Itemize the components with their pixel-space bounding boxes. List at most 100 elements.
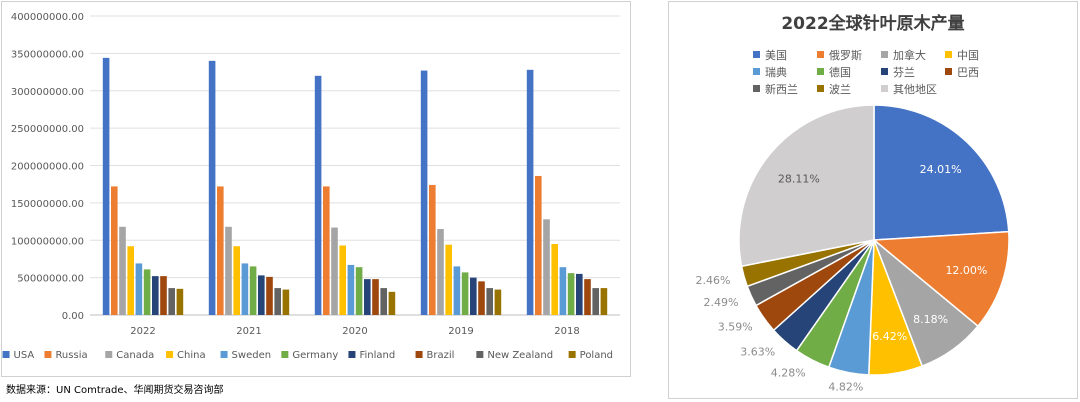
bar-poland-2018 <box>600 288 608 315</box>
legend-swatch <box>881 85 888 92</box>
bar-germany-2022 <box>143 269 151 315</box>
y-tick-label: 100000000.00 <box>11 236 84 247</box>
bar-usa-2019 <box>420 70 428 315</box>
y-tick-label: 150000000.00 <box>11 199 84 210</box>
bar-russia-2021 <box>217 186 224 315</box>
pie-data-label: 3.59% <box>718 321 753 334</box>
bar-china-2021 <box>233 246 240 315</box>
legend-label: 巴西 <box>957 66 979 79</box>
bar-germany-2018 <box>567 273 575 315</box>
bar-russia-2018 <box>535 175 542 315</box>
legend-label: 波兰 <box>829 83 851 96</box>
bar-usa-2020 <box>314 75 322 315</box>
legend-swatch <box>817 51 824 58</box>
bar-brazil-2022 <box>160 276 167 315</box>
bar-russia-2020 <box>323 186 330 315</box>
bar-china-2022 <box>127 246 134 315</box>
bar-poland-2022 <box>176 288 184 315</box>
legend-label: New Zealand <box>487 350 553 361</box>
y-tick-label: 300000000.00 <box>11 87 84 98</box>
pie-data-label: 3.63% <box>740 346 775 359</box>
bar-finland-2019 <box>470 277 477 315</box>
pie-slice-1 <box>872 230 1010 328</box>
bar-brazil-2019 <box>478 281 485 315</box>
bar-germany-2020 <box>355 267 363 315</box>
bar-finland-2020 <box>364 279 371 315</box>
bar-germany-2019 <box>461 272 469 315</box>
legend-label: 中国 <box>957 49 979 62</box>
legend-label: Canada <box>116 350 154 361</box>
y-tick-label: 250000000.00 <box>11 124 84 135</box>
bar-china-2019 <box>445 244 452 315</box>
bar-finland-2018 <box>576 273 583 315</box>
legend-swatch <box>753 51 760 58</box>
pie-title: 2022全球针叶原木产量 <box>781 13 964 34</box>
legend-swatch <box>476 351 484 358</box>
legend-label: Russia <box>55 350 87 361</box>
bar-brazil-2021 <box>266 276 273 315</box>
bar-poland-2021 <box>282 289 290 315</box>
legend-label: 俄罗斯 <box>829 49 862 62</box>
bar-china-2020 <box>339 245 346 315</box>
legend-label: Poland <box>580 350 613 361</box>
bar-canada-2019 <box>437 229 444 315</box>
legend-label: Germany <box>292 350 338 361</box>
bar-germany-2021 <box>249 266 257 315</box>
bar-sweden-2020 <box>347 264 355 315</box>
y-tick-label: 400000000.00 <box>11 12 84 23</box>
bar-russia-2019 <box>429 184 436 315</box>
y-tick-label: 350000000.00 <box>11 49 84 60</box>
legend-swatch <box>753 68 760 75</box>
bar-chart: 0.00 50000000.00 100000000.00 150000000.00 2… <box>2 12 620 361</box>
bar-chart-panel: 0.00 50000000.00 100000000.00 150000000.00 2… <box>1 1 631 377</box>
bar-finland-2022 <box>152 276 159 315</box>
legend-swatch <box>881 68 888 75</box>
pie-data-label: 6.42% <box>872 330 907 343</box>
bar-poland-2020 <box>388 291 396 315</box>
bar-poland-2019 <box>494 289 502 315</box>
legend-swatch <box>166 351 174 358</box>
pie-data-label: 4.28% <box>771 366 806 379</box>
legend-label: 加拿大 <box>893 48 926 62</box>
legend-label: 芬兰 <box>893 66 915 79</box>
bar-canada-2018 <box>543 219 550 315</box>
bar-new-zealand-2019 <box>486 288 493 315</box>
pie-data-label: 24.01% <box>920 163 962 176</box>
legend-swatch <box>105 351 113 358</box>
source-note: 数据来源：UN Comtrade、华闻期货交易咨询部 <box>6 385 224 396</box>
bar-brazil-2018 <box>584 279 591 315</box>
pie-data-label: 2.46% <box>696 274 731 287</box>
bar-usa-2021 <box>208 60 216 315</box>
pie-data-label: 2.49% <box>704 296 739 309</box>
pie-data-label: 28.11% <box>778 172 820 185</box>
bar-canada-2021 <box>225 226 232 315</box>
x-tick-label: 2022 <box>130 326 155 337</box>
bar-sweden-2018 <box>559 267 567 315</box>
bar-sweden-2022 <box>135 263 143 315</box>
bar-sweden-2021 <box>241 263 249 315</box>
legend-label: 德国 <box>829 65 851 79</box>
legend-swatch <box>881 51 888 58</box>
legend-label: Sweden <box>232 350 272 361</box>
legend-label: 新西兰 <box>765 82 798 96</box>
legend-swatch <box>281 351 289 358</box>
legend-swatch <box>817 85 824 92</box>
legend-swatch <box>568 351 576 358</box>
legend-swatch <box>945 68 952 75</box>
pie-slice-0 <box>873 104 1010 241</box>
pie-data-label: 8.18% <box>913 313 948 326</box>
bar-sweden-2019 <box>453 266 461 315</box>
legend-swatch <box>348 351 356 358</box>
bar-brazil-2020 <box>372 279 379 315</box>
legend-swatch <box>415 351 423 358</box>
legend-swatch <box>945 51 952 58</box>
pie-data-label: 4.82% <box>828 380 863 393</box>
bar-new-zealand-2020 <box>380 288 387 315</box>
legend-label: China <box>177 350 206 361</box>
legend-label: 其他地区 <box>893 83 937 96</box>
y-tick-label: 200000000.00 <box>11 162 84 173</box>
y-tick-label: 0.00 <box>62 311 84 322</box>
pie-chart-panel: 2022全球针叶原木产量 美国 俄罗斯 加拿大 中国 瑞典 德国 芬兰 巴西 新西兰 波兰 其他地区 2… <box>668 1 1078 399</box>
bar-usa-2018 <box>526 69 534 315</box>
